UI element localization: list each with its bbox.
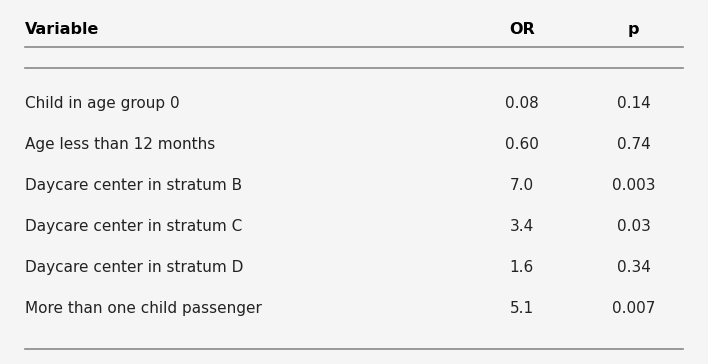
Text: 0.14: 0.14 — [617, 96, 651, 111]
Text: 0.74: 0.74 — [617, 137, 651, 152]
Text: 7.0: 7.0 — [510, 178, 534, 193]
Text: 0.60: 0.60 — [505, 137, 539, 152]
Text: Variable: Variable — [25, 21, 100, 36]
Text: 0.08: 0.08 — [505, 96, 539, 111]
Text: OR: OR — [509, 21, 535, 36]
Text: Daycare center in stratum D: Daycare center in stratum D — [25, 260, 244, 275]
Text: 0.007: 0.007 — [612, 301, 656, 316]
Text: Daycare center in stratum C: Daycare center in stratum C — [25, 219, 242, 234]
Text: 1.6: 1.6 — [510, 260, 534, 275]
Text: Daycare center in stratum B: Daycare center in stratum B — [25, 178, 242, 193]
Text: p: p — [628, 21, 639, 36]
Text: 0.03: 0.03 — [617, 219, 651, 234]
Text: 0.34: 0.34 — [617, 260, 651, 275]
Text: 0.003: 0.003 — [612, 178, 656, 193]
Text: 5.1: 5.1 — [510, 301, 534, 316]
Text: 3.4: 3.4 — [510, 219, 534, 234]
Text: Child in age group 0: Child in age group 0 — [25, 96, 180, 111]
Text: Age less than 12 months: Age less than 12 months — [25, 137, 215, 152]
Text: More than one child passenger: More than one child passenger — [25, 301, 262, 316]
